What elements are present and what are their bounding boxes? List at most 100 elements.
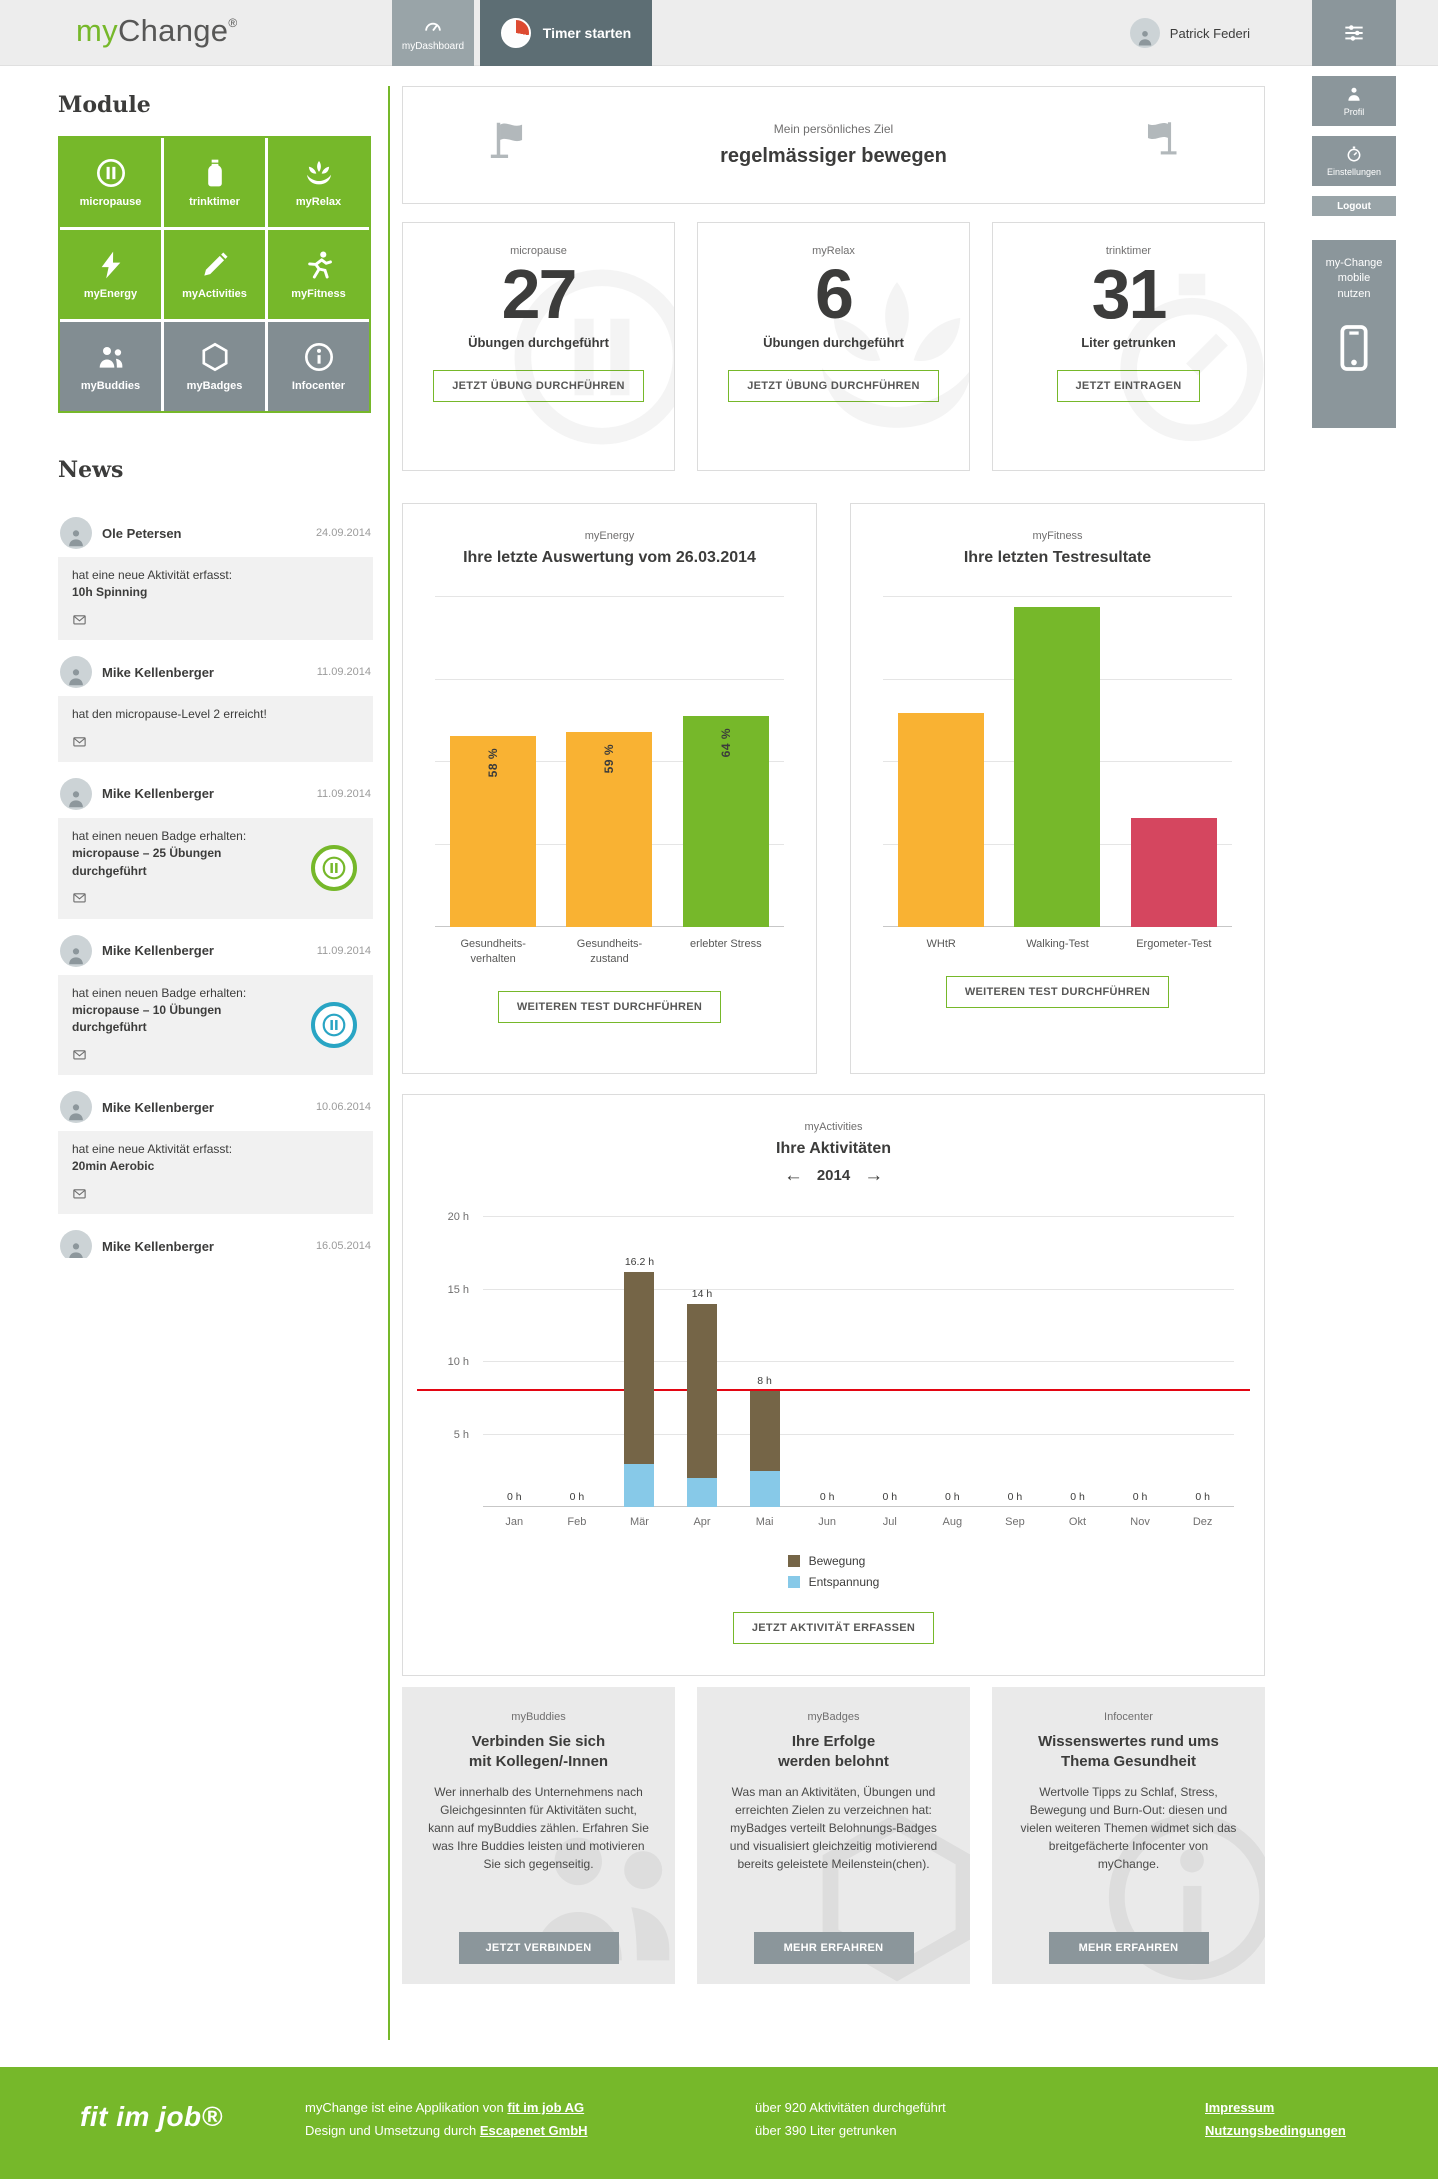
news-user-name: Mike Kellenberger bbox=[102, 1099, 214, 1115]
category-label: WHtR bbox=[926, 938, 956, 950]
mobile-promo-text: my-Change mobile nutzen bbox=[1325, 257, 1383, 300]
module-grid: micropause trinktimer myRelax myEnergy myAct… bbox=[58, 136, 371, 413]
info-card-mybadges: myBadges Ihre Erfolge werden belohnt Was m… bbox=[697, 1687, 970, 1984]
bar-total-label: 0 h bbox=[1007, 1491, 1023, 1503]
mobile-promo[interactable]: my-Change mobile nutzen bbox=[1312, 240, 1396, 428]
news-date: 11.09.2014 bbox=[316, 944, 371, 957]
bar-total-label: 0 h bbox=[506, 1491, 522, 1503]
module-tile-myrelax[interactable]: myRelax bbox=[268, 138, 369, 227]
myfitness-chart bbox=[883, 596, 1232, 927]
module-tile-trinktimer[interactable]: trinktimer bbox=[164, 138, 265, 227]
news-item[interactable]: Mike Kellenberger 16.05.2014 bbox=[58, 1226, 373, 1258]
month-column-feb: 0 h bbox=[546, 1217, 609, 1507]
bar-total-label: 16.2 h bbox=[624, 1256, 655, 1269]
legend-item: Bewegung bbox=[787, 1554, 880, 1568]
flag-icon bbox=[487, 117, 533, 163]
myenergy-chart: 58 % 59 % 64 % bbox=[435, 596, 784, 927]
stat-action-button-micropause[interactable]: JETZT ÜBUNG DURCHFÜHREN bbox=[433, 369, 644, 402]
logo-change: Change bbox=[117, 13, 229, 48]
module-tile-myenergy[interactable]: myEnergy bbox=[60, 230, 161, 319]
timer-start-button[interactable]: Timer starten bbox=[480, 0, 652, 66]
bar-total-label: 14 h bbox=[691, 1288, 713, 1300]
module-tile-myfitness[interactable]: myFitness bbox=[268, 230, 369, 319]
module-tile-infocenter[interactable]: Infocenter bbox=[268, 322, 369, 411]
add-activity-button[interactable]: JETZT AKTIVITÄT ERFASSEN bbox=[732, 1612, 935, 1644]
user-name: Patrick Federi bbox=[1169, 25, 1250, 41]
module-tile-micropause[interactable]: micropause bbox=[60, 138, 161, 227]
bar-stack bbox=[624, 1272, 655, 1507]
news-item-header: Ole Petersen 24.09.2014 bbox=[58, 513, 373, 557]
bar-value-label: 58 % bbox=[486, 747, 501, 777]
goal-value: regelmässiger bewegen bbox=[720, 145, 947, 167]
bewegung-segment bbox=[624, 1272, 655, 1464]
myenergy-title: Ihre letzte Auswertung vom 26.03.2014 bbox=[463, 549, 756, 566]
news-list[interactable]: Ole Petersen 24.09.2014 hat eine neue Akti… bbox=[58, 513, 373, 1258]
bar-total-label: 0 h bbox=[1132, 1491, 1148, 1503]
news-date: 10.06.2014 bbox=[315, 1101, 371, 1114]
envelope-icon[interactable] bbox=[72, 612, 87, 627]
nutzungsbedingungen-link[interactable]: Nutzungsbedingungen bbox=[1205, 2122, 1346, 2138]
news-date: 11.09.2014 bbox=[316, 666, 371, 679]
person-icon bbox=[1135, 28, 1155, 48]
module-tile-mybadges[interactable]: myBadges bbox=[164, 322, 265, 411]
news-item-header: Mike Kellenberger 11.09.2014 bbox=[58, 774, 373, 818]
info-action-button-infocenter[interactable]: MEHR ERFAHREN bbox=[1048, 1932, 1209, 1964]
legend-item: Entspannung bbox=[787, 1575, 880, 1589]
envelope-icon[interactable] bbox=[72, 1186, 87, 1201]
news-item-header: Mike Kellenberger 16.05.2014 bbox=[58, 1226, 373, 1258]
info-action-button-mybuddies[interactable]: JETZT VERBINDEN bbox=[458, 1932, 619, 1964]
user-menu[interactable]: Patrick Federi bbox=[1129, 0, 1250, 66]
bar-gesundheits--zustand: 59 % bbox=[566, 732, 653, 927]
logo-my: my bbox=[76, 13, 118, 48]
news-text: hat den micropause-Level 2 erreicht! bbox=[72, 707, 267, 722]
module-tile-mybuddies[interactable]: myBuddies bbox=[60, 322, 161, 411]
bar-ergometer-test bbox=[1130, 818, 1217, 927]
next-year-arrow[interactable]: → bbox=[864, 1165, 884, 1186]
footer-links: Impressum Nutzungsbedingungen bbox=[1205, 2097, 1346, 2143]
escapenet-link[interactable]: Escapenet GmbH bbox=[479, 2122, 588, 2138]
x-tick-label: Mär bbox=[629, 1516, 649, 1528]
envelope-icon[interactable] bbox=[72, 890, 87, 905]
legend-label: Entspannung bbox=[808, 1575, 880, 1589]
x-tick-label: Feb bbox=[567, 1516, 587, 1528]
info-action-button-mybadges[interactable]: MEHR ERFAHREN bbox=[753, 1932, 914, 1964]
fit-im-job-ag-link[interactable]: fit im job AG bbox=[507, 2100, 585, 2115]
stat-action-button-myrelax[interactable]: JETZT ÜBUNG DURCHFÜHREN bbox=[728, 369, 939, 402]
settings-menu-button[interactable] bbox=[1312, 0, 1396, 66]
stat-module-label: trinktimer bbox=[1105, 245, 1152, 257]
prev-year-arrow[interactable]: ← bbox=[783, 1165, 803, 1186]
logout-button[interactable]: Logout bbox=[1312, 196, 1396, 216]
bar-gesundheits--verhalten: 58 % bbox=[450, 735, 537, 927]
gridline bbox=[435, 678, 784, 680]
news-item-body: hat einen neuen Badge erhalten: micropaus… bbox=[58, 974, 373, 1076]
envelope-icon[interactable] bbox=[72, 1047, 87, 1062]
stat-action-button-trinktimer[interactable]: JETZT EINTRAGEN bbox=[1056, 369, 1201, 402]
gauge-icon bbox=[422, 15, 444, 37]
news-heading: News bbox=[58, 457, 124, 483]
news-item[interactable]: Mike Kellenberger 10.06.2014 hat eine neue… bbox=[58, 1087, 373, 1215]
impressum-link[interactable]: Impressum bbox=[1205, 2100, 1275, 2115]
y-tick-label: 20 h bbox=[447, 1211, 469, 1223]
module-tile-label: trinktimer bbox=[189, 196, 240, 208]
info-module-label: Infocenter bbox=[1104, 1711, 1153, 1723]
news-item[interactable]: Ole Petersen 24.09.2014 hat eine neue Akti… bbox=[58, 513, 373, 641]
bar-total-label: 8 h bbox=[757, 1375, 772, 1387]
myenergy-test-button[interactable]: WEITEREN TEST DURCHFÜHREN bbox=[497, 990, 722, 1023]
myfitness-test-button[interactable]: WEITEREN TEST DURCHFÜHREN bbox=[945, 975, 1170, 1008]
bar-value-label: 64 % bbox=[718, 727, 733, 758]
news-item[interactable]: Mike Kellenberger 11.09.2014 hat den micro… bbox=[58, 652, 373, 762]
profil-button[interactable]: Profil bbox=[1312, 76, 1396, 126]
module-tile-label: micropause bbox=[79, 196, 142, 208]
envelope-icon[interactable] bbox=[72, 734, 87, 749]
news-item[interactable]: Mike Kellenberger 11.09.2014 hat einen neu… bbox=[58, 931, 373, 1076]
news-item[interactable]: Mike Kellenberger 11.09.2014 hat einen neu… bbox=[58, 774, 373, 919]
einstellungen-button[interactable]: Einstellungen bbox=[1312, 136, 1396, 186]
module-tile-myactivities[interactable]: myActivities bbox=[164, 230, 265, 319]
myfitness-categories: WHtR Walking-Test Ergometer-Test bbox=[883, 937, 1232, 952]
x-tick-label: Mai bbox=[755, 1516, 774, 1528]
tab-mydashboard[interactable]: myDashboard bbox=[392, 0, 474, 66]
x-tick-label: Sep bbox=[1005, 1516, 1025, 1528]
news-text: hat einen neuen Badge erhalten: bbox=[72, 828, 247, 843]
myactivities-card: myActivities Ihre Aktivitäten ← 2014 → 5… bbox=[402, 1094, 1265, 1676]
